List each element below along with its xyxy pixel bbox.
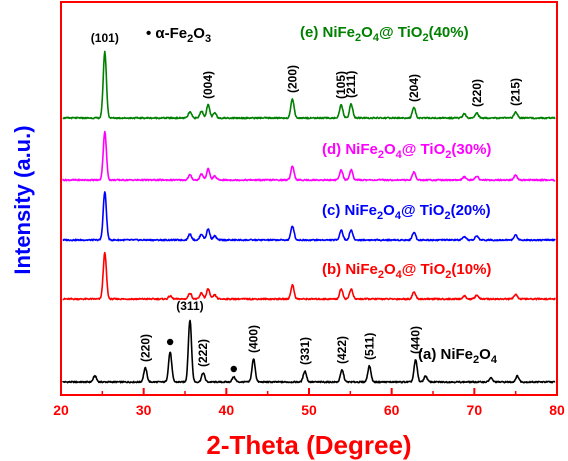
x-tick-label: 50 bbox=[301, 402, 317, 418]
hematite-legend-dot: • bbox=[146, 25, 155, 42]
subscript: 2 bbox=[445, 269, 451, 281]
x-tick-label: 70 bbox=[467, 402, 483, 418]
hematite-legend-part: O bbox=[193, 25, 205, 42]
subscript: 2 bbox=[444, 210, 450, 222]
x-tick-label: 40 bbox=[219, 402, 235, 418]
peak-label: (440) bbox=[409, 326, 423, 354]
peak-label: (331) bbox=[298, 337, 312, 365]
subscript: 2 bbox=[473, 354, 479, 366]
x-tick-label: 20 bbox=[53, 402, 69, 418]
label-part: (d) NiFe bbox=[322, 141, 378, 158]
peak-label: (220) bbox=[470, 79, 484, 107]
label-part: (b) NiFe bbox=[322, 261, 378, 278]
x-tick-label: 60 bbox=[384, 402, 400, 418]
subscript: 2 bbox=[422, 32, 428, 44]
subscript: 4 bbox=[396, 149, 403, 161]
subscript: 4 bbox=[396, 269, 403, 281]
peak-label: (204) bbox=[407, 74, 421, 102]
label-part: @ TiO bbox=[402, 261, 446, 278]
plot-frame bbox=[60, 1, 558, 396]
y-axis-title: Intensity (a.u.) bbox=[10, 125, 35, 274]
series-label-a: (a) NiFe2O4 bbox=[418, 346, 498, 366]
series-label-c: (c) NiFe2O4@ TiO2(20%) bbox=[322, 202, 491, 222]
label-part: @ TiO bbox=[401, 202, 445, 219]
peak-label: (211) bbox=[344, 71, 358, 98]
subscript: 2 bbox=[445, 149, 451, 161]
peak-label: (101) bbox=[91, 31, 119, 45]
subscript: 4 bbox=[395, 210, 402, 222]
peak-label: (220) bbox=[138, 334, 152, 362]
peak-label: (311) bbox=[176, 299, 203, 313]
peak-label: (105) bbox=[334, 71, 348, 99]
peak-label: (215) bbox=[509, 78, 523, 106]
x-axis-title: 2-Theta (Degree) bbox=[206, 430, 411, 460]
series-label-d: (d) NiFe2O4@ TiO2(30%) bbox=[322, 141, 491, 161]
hematite-marker bbox=[166, 338, 174, 346]
subscript: 4 bbox=[373, 32, 380, 44]
hematite-legend-part: α-Fe bbox=[155, 25, 187, 42]
x-axis: 20 30 40 50 60 70 80 bbox=[53, 388, 565, 418]
x-tick-label: 30 bbox=[136, 402, 152, 418]
traces-layer bbox=[61, 50, 556, 384]
x-tick-label: 80 bbox=[549, 402, 565, 418]
label-part: O bbox=[384, 141, 396, 158]
hematite-legend: • α-Fe2O3 bbox=[146, 25, 211, 45]
series-label-e: (e) NiFe2O4@ TiO2(40%) bbox=[300, 24, 469, 44]
series-label-b: (b) NiFe2O4@ TiO2(10%) bbox=[322, 261, 491, 281]
subscript: 2 bbox=[378, 149, 384, 161]
subscript: 2 bbox=[377, 210, 383, 222]
label-part: (30%) bbox=[451, 141, 491, 158]
hematite-legend-part: 2 bbox=[187, 33, 193, 45]
label-part: (10%) bbox=[451, 261, 491, 278]
peak-label: (422) bbox=[335, 336, 349, 364]
label-part: @ TiO bbox=[379, 24, 423, 41]
series-trace-a bbox=[62, 319, 556, 384]
subscript: 2 bbox=[355, 32, 361, 44]
label-part: O bbox=[361, 24, 373, 41]
peak-label: (400) bbox=[247, 325, 261, 353]
label-part: (a) NiFe bbox=[418, 346, 473, 363]
subscript: 4 bbox=[491, 354, 498, 366]
peak-label: (200) bbox=[285, 65, 299, 93]
peak-label: (004) bbox=[201, 71, 215, 99]
annotations-layer: (a) NiFe2O4(b) NiFe2O4@ TiO2(10%)(c) NiF… bbox=[91, 24, 523, 373]
peak-label: (222) bbox=[196, 339, 210, 367]
label-part: O bbox=[479, 346, 491, 363]
label-part: (20%) bbox=[451, 202, 491, 219]
label-part: (40%) bbox=[429, 24, 469, 41]
label-part: O bbox=[383, 202, 395, 219]
subscript: 2 bbox=[378, 269, 384, 281]
peak-label: (511) bbox=[362, 333, 376, 360]
label-part: (e) NiFe bbox=[300, 24, 355, 41]
hematite-legend-part: 3 bbox=[205, 33, 211, 45]
series-trace-e bbox=[62, 50, 556, 120]
series-trace-c bbox=[62, 191, 556, 242]
label-part: O bbox=[384, 261, 396, 278]
series-trace-d bbox=[61, 130, 556, 182]
series-trace-b bbox=[62, 251, 556, 301]
label-part: @ TiO bbox=[402, 141, 446, 158]
hematite-marker bbox=[230, 365, 237, 373]
label-part: (c) NiFe bbox=[322, 202, 377, 219]
